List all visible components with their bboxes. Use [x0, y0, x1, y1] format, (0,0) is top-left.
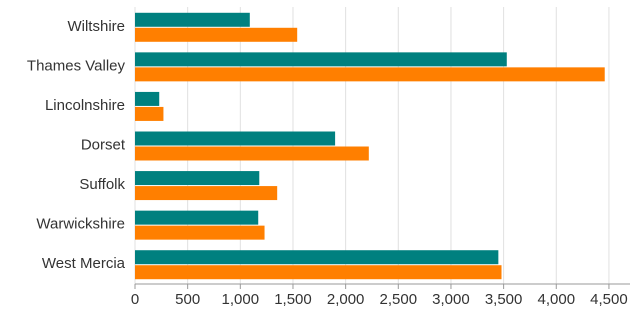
y-tick-label: West Mercia: [42, 255, 126, 272]
bar: [135, 27, 298, 42]
y-tick-label: Thames Valley: [27, 57, 126, 74]
bar: [135, 91, 160, 106]
bar: [135, 210, 259, 225]
bar: [135, 225, 265, 240]
x-tick-label: 500: [175, 291, 200, 308]
x-tick-label: 4,500: [590, 291, 628, 308]
bar: [135, 131, 336, 146]
bar: [135, 186, 278, 201]
x-tick-label: 3,500: [485, 291, 523, 308]
bar: [135, 106, 164, 121]
bar: [135, 250, 499, 265]
y-tick-label: Wiltshire: [67, 18, 125, 35]
bar: [135, 52, 507, 67]
x-tick-label: 2,000: [327, 291, 365, 308]
y-tick-label: Dorset: [81, 136, 126, 153]
x-tick-label: 1,500: [274, 291, 312, 308]
x-tick-label: 2,500: [380, 291, 418, 308]
x-tick-label: 0: [131, 291, 139, 308]
x-tick-label: 4,000: [538, 291, 576, 308]
bar: [135, 146, 369, 161]
y-tick-label: Warwickshire: [36, 216, 125, 233]
bar: [135, 265, 502, 280]
bar: [135, 67, 605, 82]
x-tick-label: 3,000: [432, 291, 470, 308]
y-tick-label: Suffolk: [79, 176, 125, 193]
bar: [135, 12, 250, 27]
x-tick-label: 1,000: [222, 291, 260, 308]
y-tick-label: Lincolnshire: [45, 97, 125, 114]
bar: [135, 171, 260, 186]
